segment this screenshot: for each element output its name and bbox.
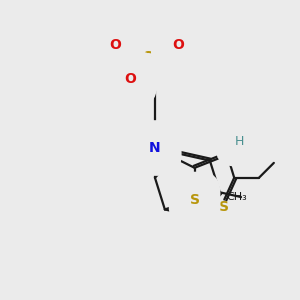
Text: H: H [235, 136, 244, 150]
Text: S: S [142, 51, 154, 66]
Text: S: S [219, 200, 229, 214]
Text: O: O [172, 38, 184, 52]
Text: ⁻: ⁻ [105, 31, 112, 44]
Text: H: H [235, 135, 244, 148]
Text: S: S [190, 193, 200, 206]
Text: O: O [110, 38, 121, 52]
Text: CH₃: CH₃ [227, 192, 248, 202]
Text: N: N [149, 141, 161, 155]
Text: O: O [124, 72, 136, 86]
